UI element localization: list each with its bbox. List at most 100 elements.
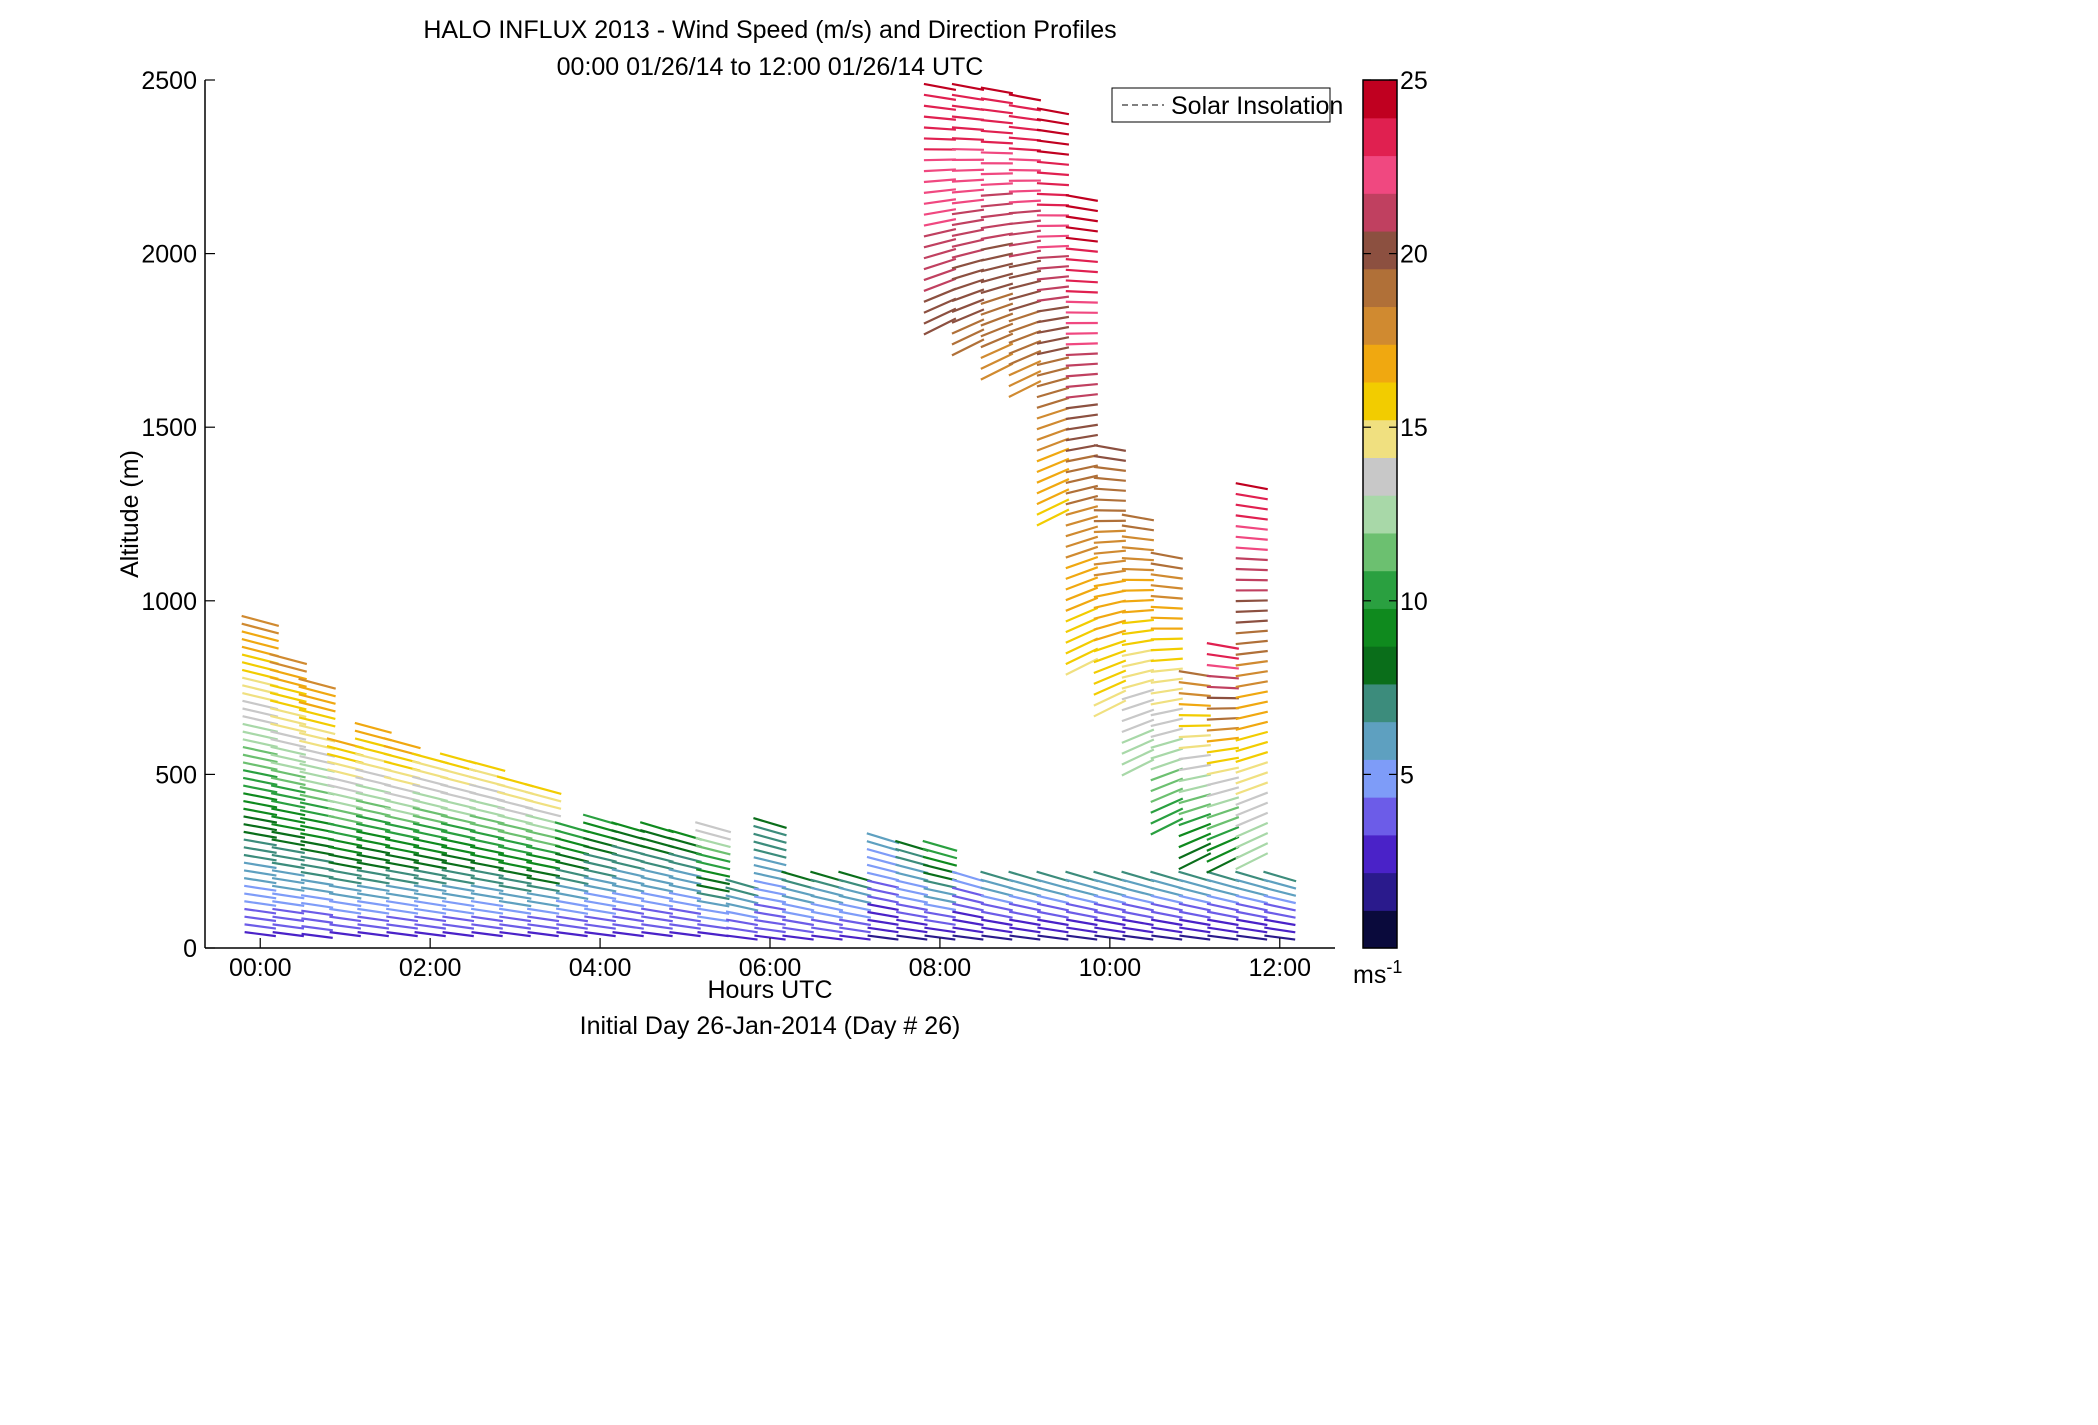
wind-vector [668,860,702,871]
wind-vector [244,931,276,938]
wind-vector [753,817,787,829]
wind-vector [1065,657,1099,676]
wind-vector [980,352,1014,370]
wind-vector [1178,894,1212,905]
wind-vector [951,188,985,194]
wind-vector [1235,791,1269,806]
wind-vector [980,212,1013,219]
wind-vector [980,870,1014,883]
wind-vector [270,753,306,764]
wind-vector [867,903,899,912]
colorbar-tick-label: 25 [1400,67,1428,95]
wind-vector [980,86,1014,95]
wind-vector [298,700,336,713]
wind-vector [1235,514,1268,521]
wind-vector [640,860,674,871]
wind-vector [810,886,844,897]
wind-vector [441,884,475,893]
wind-vector [695,828,731,841]
wind-vector [867,926,899,934]
wind-vector [1235,910,1268,919]
wind-vector [385,884,419,893]
wind-vector [1178,812,1212,827]
colorbar-band [1363,306,1397,345]
wind-vector [1150,637,1183,641]
wind-vector [298,693,336,705]
wind-vector [1093,579,1127,588]
wind-vector [328,845,363,855]
wind-vector [1235,751,1269,764]
wind-vector [1235,578,1268,582]
wind-vector [1094,918,1126,927]
wind-vector [413,884,447,893]
wind-vector [440,806,476,818]
wind-vector [923,178,957,184]
wind-vector [1036,265,1070,270]
wind-vector [951,298,985,313]
wind-vector [301,909,334,917]
wind-vector [1121,748,1155,766]
wind-vector [640,907,674,915]
wind-vector [1206,707,1239,710]
colorbar-band [1363,683,1397,723]
wind-vector [923,104,957,111]
wind-vector [357,900,390,908]
colorbar-band [1363,230,1397,270]
wind-vector [1093,894,1127,905]
wind-vector [640,883,674,893]
wind-vector [1206,786,1240,798]
wind-vector [1093,569,1127,577]
wind-vector [838,870,872,883]
wind-vector [1150,757,1184,771]
wind-vector [525,845,561,855]
wind-vector [695,852,731,863]
wind-vector [1206,816,1240,830]
wind-vector [726,934,758,941]
wind-vector [923,297,957,314]
wind-vector [1150,886,1184,897]
wind-vector [1065,268,1098,274]
wind-vector [866,855,900,867]
wind-vector [668,852,702,863]
wind-vector [1206,696,1239,700]
wind-vector [1206,766,1240,776]
wind-vector [1235,720,1269,731]
wind-vector [1065,484,1099,495]
wind-vector [1065,555,1099,570]
wind-vector [271,884,305,892]
wind-vector [555,876,589,886]
wind-vector [356,853,391,862]
wind-vector [951,328,985,346]
wind-vector [1065,464,1099,474]
wind-vector [980,902,1013,912]
wind-vector [1235,619,1268,624]
wind-vector [556,931,588,938]
wind-vector [838,918,871,927]
wind-vector [1235,878,1269,890]
wind-vector [1121,758,1155,777]
wind-vector [413,853,448,863]
wind-vector [413,892,447,900]
wind-vector [1036,878,1070,890]
wind-vector [895,863,929,875]
wind-vector [1206,825,1240,841]
wind-vector [1178,753,1211,761]
wind-vector [1121,608,1154,614]
wind-vector [524,790,562,803]
wind-vector [327,791,363,802]
colorbar-ticks: 5 10 15 20 25 [1363,67,1428,789]
wind-vector [243,799,278,809]
wind-vector [1065,647,1099,666]
wind-vector [753,879,787,889]
wind-vector [412,822,448,833]
wind-vector [269,683,307,696]
wind-vector [980,894,1014,905]
wind-vector [272,892,305,900]
wind-vector [1235,781,1269,796]
wind-vector [895,847,929,860]
wind-vector [1150,902,1183,912]
wind-vector [328,837,363,847]
wind-vector [611,829,646,841]
wind-vector [1036,128,1070,136]
colorbar-band [1363,872,1397,911]
